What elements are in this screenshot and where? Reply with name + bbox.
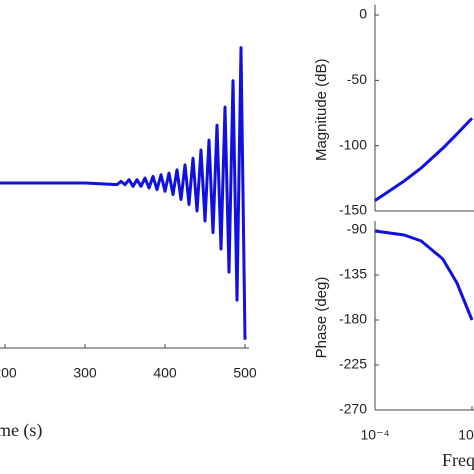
y-tick-label: -90	[347, 221, 367, 237]
y-tick-label: -270	[339, 401, 367, 417]
x-axis-label: Frequency (rad/s)	[442, 450, 474, 471]
x-axis-label: Time (s)	[0, 420, 42, 441]
y-tick-label: -180	[339, 311, 367, 327]
data-line	[0, 46, 247, 340]
x-tick-label: 10⁻⁴	[361, 427, 390, 443]
y-tick-label: -150	[339, 202, 367, 218]
y-tick-label: -225	[339, 356, 367, 372]
y-tick-label: -100	[339, 136, 367, 152]
x-tick-label: 10⁻³	[458, 427, 474, 443]
y-axis-label: Phase (deg)	[313, 277, 330, 359]
x-tick-label: 200	[0, 365, 17, 381]
data-line	[374, 229, 474, 321]
x-tick-label: 300	[73, 365, 97, 381]
y-tick-label: 0	[359, 6, 367, 22]
data-line	[374, 117, 474, 202]
y-tick-label: -135	[339, 266, 367, 282]
x-tick-label: 500	[233, 365, 257, 381]
x-tick-label: 400	[153, 365, 177, 381]
y-axis-label: Magnitude (dB)	[313, 58, 330, 161]
y-tick-label: -50	[347, 71, 367, 87]
